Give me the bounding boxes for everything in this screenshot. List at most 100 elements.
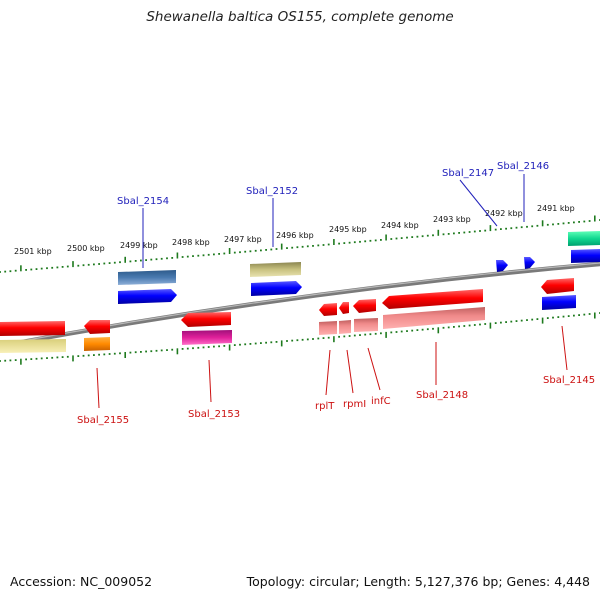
minor-tick bbox=[453, 232, 455, 235]
major-tick bbox=[72, 355, 74, 362]
gene-rplT[interactable] bbox=[319, 303, 337, 316]
minor-tick bbox=[479, 230, 481, 232]
gene-sbal-2155-feature[interactable] bbox=[84, 337, 110, 351]
major-tick bbox=[20, 358, 22, 365]
major-tick bbox=[20, 265, 22, 272]
major-tick bbox=[280, 243, 283, 250]
minor-tick bbox=[145, 350, 147, 353]
minor-tick bbox=[61, 356, 64, 358]
minor-tick bbox=[82, 354, 85, 357]
minor-tick bbox=[484, 229, 487, 232]
minor-tick bbox=[134, 351, 137, 354]
minor-tick bbox=[369, 239, 372, 242]
gene-sbal-2156-feature[interactable] bbox=[0, 339, 66, 353]
major-tick bbox=[594, 312, 596, 319]
minor-tick bbox=[348, 335, 351, 337]
minor-tick bbox=[526, 225, 528, 228]
minor-tick bbox=[140, 351, 142, 353]
major-tick bbox=[594, 215, 596, 222]
major-tick bbox=[489, 322, 492, 329]
minor-tick bbox=[552, 316, 554, 319]
gene-infC-feature[interactable] bbox=[354, 318, 378, 332]
gene-sbal-2145[interactable] bbox=[541, 278, 574, 294]
minor-tick bbox=[458, 232, 460, 234]
minor-tick bbox=[317, 244, 320, 247]
gene-sbal-2148[interactable] bbox=[382, 289, 483, 309]
minor-tick bbox=[557, 316, 560, 318]
lower-gene-labels: Sbal_2155 Sbal_2153 rplT rpmI infC Sbal_… bbox=[77, 375, 595, 426]
minor-tick bbox=[416, 329, 419, 331]
minor-tick bbox=[557, 223, 560, 225]
gene-right-forward[interactable] bbox=[571, 249, 600, 263]
gene-sbal-2154[interactable] bbox=[118, 289, 177, 304]
major-tick bbox=[176, 348, 179, 355]
minor-tick bbox=[103, 262, 106, 265]
accession-text: Accession: NC_009052 bbox=[10, 574, 153, 589]
minor-tick bbox=[166, 257, 168, 260]
minor-tick bbox=[108, 262, 111, 264]
minor-tick bbox=[98, 353, 100, 356]
minor-tick bbox=[515, 226, 518, 229]
gene-sbal-2156[interactable] bbox=[0, 321, 65, 336]
minor-tick bbox=[426, 234, 429, 237]
gene-rpmI[interactable] bbox=[339, 302, 349, 314]
minor-tick bbox=[442, 326, 445, 329]
gene-label: Sbal_2154 bbox=[117, 196, 169, 207]
gene-label: rpmI bbox=[343, 399, 366, 410]
minor-tick bbox=[322, 244, 325, 246]
minor-tick bbox=[171, 348, 174, 351]
minor-tick bbox=[327, 243, 330, 246]
minor-tick bbox=[35, 357, 38, 360]
major-tick bbox=[333, 239, 335, 245]
minor-tick bbox=[588, 220, 591, 222]
minor-tick bbox=[30, 268, 33, 271]
kbp-label: 2497 kbp bbox=[224, 235, 262, 244]
minor-tick bbox=[14, 359, 17, 361]
gene-sbal-2155[interactable] bbox=[84, 320, 110, 334]
kbp-label: 2499 kbp bbox=[120, 241, 158, 250]
gene-sbal-2145-feature[interactable] bbox=[542, 295, 576, 310]
minor-tick bbox=[233, 344, 236, 346]
gene-infC[interactable] bbox=[353, 299, 376, 313]
gene-rplT-feature[interactable] bbox=[319, 321, 337, 335]
minor-tick bbox=[166, 349, 168, 351]
gene-sbal-2146[interactable] bbox=[524, 257, 535, 269]
gene-sbal-2152-feature[interactable] bbox=[250, 262, 301, 277]
gene-sbal-2154-feature[interactable] bbox=[118, 270, 176, 285]
minor-tick bbox=[380, 332, 382, 335]
minor-tick bbox=[400, 237, 403, 239]
minor-tick bbox=[113, 261, 116, 264]
gene-sbal-2148-feature[interactable] bbox=[383, 307, 485, 329]
minor-tick bbox=[312, 338, 314, 340]
major-tick bbox=[385, 331, 387, 338]
major-tick bbox=[385, 234, 387, 241]
lower-tick-track bbox=[0, 312, 600, 365]
minor-tick bbox=[473, 324, 476, 326]
gene-sbal-2152[interactable] bbox=[251, 281, 302, 296]
minor-tick bbox=[520, 319, 523, 322]
minor-tick bbox=[364, 333, 367, 336]
minor-tick bbox=[463, 325, 466, 327]
gene-right-feature[interactable] bbox=[568, 231, 600, 246]
minor-tick bbox=[77, 355, 80, 357]
gene-rpmI-feature[interactable] bbox=[339, 320, 351, 334]
genome-stats-text: Topology: circular; Length: 5,127,376 bp… bbox=[246, 574, 590, 589]
minor-tick bbox=[186, 255, 189, 258]
gene-label: Sbal_2152 bbox=[246, 186, 298, 197]
major-tick bbox=[124, 352, 126, 358]
minor-tick bbox=[270, 248, 273, 251]
minor-tick bbox=[82, 264, 85, 267]
minor-tick bbox=[327, 336, 330, 339]
minor-tick bbox=[119, 352, 121, 355]
gene-sbal-2153-feature[interactable] bbox=[182, 330, 232, 345]
minor-tick bbox=[515, 320, 518, 322]
gene-sbal-2153[interactable] bbox=[181, 312, 231, 327]
minor-tick bbox=[510, 320, 513, 323]
gene-sbal-2147[interactable] bbox=[496, 260, 508, 272]
minor-tick bbox=[442, 233, 445, 236]
kbp-labels: 2501 kbp 2500 kbp 2499 kbp 2498 kbp 2497… bbox=[14, 204, 575, 256]
minor-tick bbox=[66, 265, 69, 268]
minor-tick bbox=[390, 331, 393, 334]
minor-tick bbox=[301, 245, 304, 248]
kbp-label: 2496 kbp bbox=[276, 231, 314, 240]
